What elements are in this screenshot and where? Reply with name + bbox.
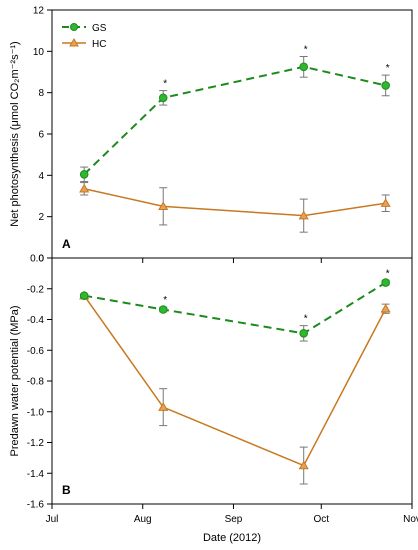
data-point-hc xyxy=(380,303,391,313)
data-point-gs xyxy=(79,170,89,179)
legend-hc-marker xyxy=(69,37,79,47)
x-tick-label: Sep xyxy=(225,514,243,525)
y-tick-label: -1.2 xyxy=(27,438,45,449)
y-tick-label: 0.0 xyxy=(30,254,44,265)
y-tick-label: 12 xyxy=(33,6,45,17)
data-point-gs xyxy=(299,329,309,338)
panel-letter: B xyxy=(62,483,71,497)
legend-gs-marker xyxy=(70,23,78,31)
data-point-hc xyxy=(79,183,90,193)
y-tick-label: 8 xyxy=(38,88,44,99)
plot-frame xyxy=(51,257,413,505)
x-tick-label: Nov xyxy=(403,514,418,525)
data-point-gs xyxy=(381,81,390,90)
data-point-hc xyxy=(158,402,169,411)
panel-b: -0.2 -0.4 -0.6 -0.8 -1.0 -1.2 -1.4 -1.6 0.0 Jul Au… xyxy=(9,254,418,526)
y-tick-label: -0.2 xyxy=(27,284,45,295)
panel-letter: A xyxy=(62,237,71,251)
significance-marker: * xyxy=(386,268,390,279)
x-tick-label: Oct xyxy=(313,514,329,525)
y-tick-label: -0.8 xyxy=(27,377,45,388)
data-point-gs xyxy=(381,278,390,287)
y-tick-label: -1.6 xyxy=(27,500,45,511)
series-line-hc xyxy=(84,188,386,217)
y-axis-title: Predawn water potential (MPa) xyxy=(9,305,21,456)
panel-a: 0 2 4 6 8 10 12 Net photosynthesis (μmol CO₂m⁻²… xyxy=(9,6,413,265)
data-point-gs xyxy=(158,305,168,314)
x-axis-title: Date (2012) xyxy=(203,532,261,544)
series-line-gs xyxy=(84,281,387,335)
data-point-hc xyxy=(380,198,391,207)
data-point-hc xyxy=(298,460,309,470)
data-point-hc xyxy=(298,210,309,220)
significance-marker: * xyxy=(163,79,167,90)
panels: 0 2 4 6 8 10 12 Net photosynthesis (μmol CO₂m⁻²… xyxy=(9,6,418,526)
y-tick-label: 0 xyxy=(38,254,44,265)
legend-hc-label: HC xyxy=(92,39,106,50)
y-tick-label: 6 xyxy=(38,130,44,141)
data-point-hc xyxy=(158,201,169,211)
data-point-gs xyxy=(79,291,89,300)
significance-marker: * xyxy=(304,314,308,325)
y-tick-label: -1.0 xyxy=(27,407,45,418)
y-tick-label: 2 xyxy=(38,212,44,223)
significance-marker: * xyxy=(304,45,308,56)
y-tick-label: 10 xyxy=(33,47,45,58)
y-tick-label: -0.6 xyxy=(27,346,45,357)
x-tick-label: Jul xyxy=(46,514,59,525)
y-axis-title: Net photosynthesis (μmol CO₂m⁻²s⁻¹) xyxy=(9,41,21,226)
y-tick-label: -1.4 xyxy=(27,469,45,480)
series-line-gs xyxy=(83,65,386,176)
y-tick-label: -0.4 xyxy=(27,315,45,326)
data-point-gs xyxy=(158,93,168,103)
significance-marker: * xyxy=(163,295,167,306)
data-point-gs xyxy=(299,62,309,72)
y-tick-label: 4 xyxy=(38,171,44,182)
x-tick-label: Aug xyxy=(134,514,152,525)
legend-gs-label: GS xyxy=(92,23,107,34)
legend: GS HC xyxy=(62,23,107,50)
series-line-hc xyxy=(83,295,387,467)
significance-marker: * xyxy=(386,63,390,74)
